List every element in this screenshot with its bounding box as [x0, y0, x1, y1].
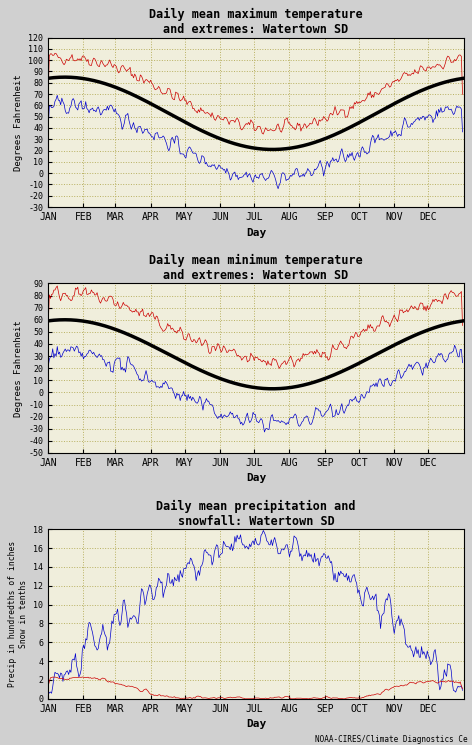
Y-axis label: Precip in hundredths of inches
Snow in tenths: Precip in hundredths of inches Snow in t… — [8, 541, 28, 687]
Y-axis label: Degrees Fahrenheit: Degrees Fahrenheit — [14, 320, 23, 416]
Title: Daily mean minimum temperature
and extremes: Watertown SD: Daily mean minimum temperature and extre… — [149, 254, 363, 282]
X-axis label: Day: Day — [246, 719, 266, 729]
Y-axis label: Degrees Fahrenheit: Degrees Fahrenheit — [14, 74, 23, 171]
Title: Daily mean precipitation and
snowfall: Watertown SD: Daily mean precipitation and snowfall: W… — [156, 500, 356, 528]
Text: NOAA-CIRES/Climate Diagnostics Ce: NOAA-CIRES/Climate Diagnostics Ce — [315, 735, 467, 744]
Title: Daily mean maximum temperature
and extremes: Watertown SD: Daily mean maximum temperature and extre… — [149, 8, 363, 37]
X-axis label: Day: Day — [246, 473, 266, 484]
X-axis label: Day: Day — [246, 227, 266, 238]
